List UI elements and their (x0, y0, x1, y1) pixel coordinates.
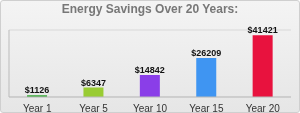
svg-text:Year 1: Year 1 (23, 103, 52, 112)
svg-text:$26209: $26209 (191, 48, 221, 58)
svg-text:$14842: $14842 (135, 65, 165, 75)
svg-text:Year 15: Year 15 (189, 103, 224, 112)
html-text:Energy Savings Over 20 Years:: Energy Savings Over 20 Years: (61, 2, 239, 16)
svg-text:$41421: $41421 (248, 25, 278, 35)
svg-text:$1126: $1126 (25, 85, 50, 95)
svg-text:Year 10: Year 10 (133, 103, 168, 112)
svg-text:$6347: $6347 (81, 78, 106, 88)
svg-text:Year 20: Year 20 (246, 103, 281, 112)
svg-text:Year 5: Year 5 (79, 103, 108, 112)
